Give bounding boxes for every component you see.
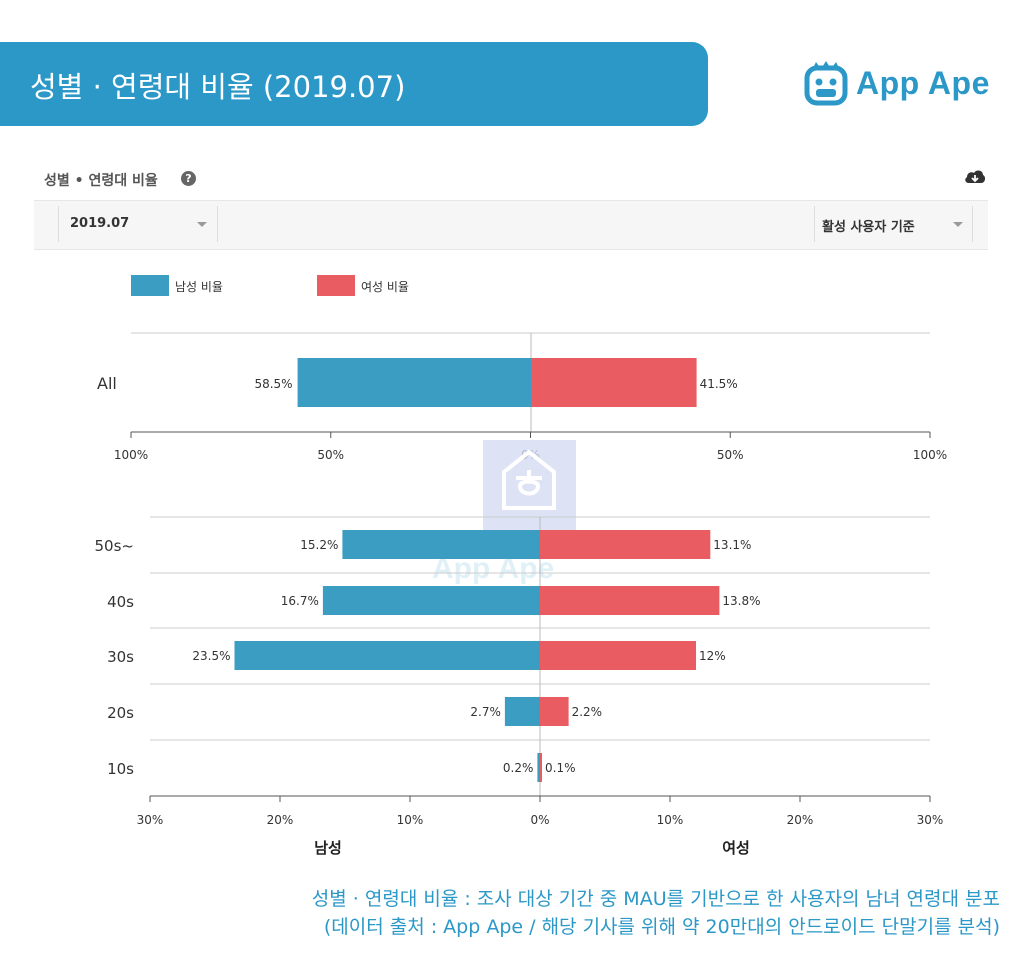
app-ape-logo-icon	[804, 61, 848, 106]
male-data-label: 2.7%	[470, 705, 501, 719]
male-data-label: 15.2%	[300, 538, 338, 552]
app-ape-logo: App Ape	[804, 55, 990, 111]
male-data-label: 58.5%	[254, 377, 292, 391]
x-tick-label: 100%	[913, 448, 947, 462]
x-tick-label: 10%	[397, 813, 424, 827]
divider	[217, 206, 218, 242]
female-data-label: 2.2%	[572, 705, 603, 719]
x-tick-label: 50%	[317, 448, 344, 462]
female-bar	[540, 586, 720, 615]
chevron-down-icon[interactable]	[953, 222, 963, 227]
x-tick-label: 20%	[787, 813, 814, 827]
divider	[814, 206, 815, 242]
category-label: 30s	[107, 648, 134, 666]
basis-select[interactable]: 활성 사용자 기준	[822, 220, 915, 235]
male-bar	[234, 641, 540, 670]
legend-label: 여성 비율	[361, 280, 409, 294]
x-label-female: 여성	[722, 839, 750, 857]
home-icon	[502, 449, 556, 510]
section-title: 성별 • 연령대 비율	[44, 173, 158, 189]
female-bar	[531, 358, 697, 407]
title-banner: 성별 · 연령대 비율 (2019.07)	[0, 42, 708, 126]
female-data-label: 13.8%	[722, 594, 760, 608]
filter-bar	[34, 200, 988, 250]
female-data-label: 41.5%	[700, 377, 738, 391]
cloud-download-icon[interactable]	[964, 168, 986, 186]
female-data-label: 13.1%	[713, 538, 751, 552]
period-select[interactable]: 2019.07	[70, 216, 130, 231]
legend-swatch	[131, 275, 169, 296]
x-tick-label: 10%	[657, 813, 684, 827]
female-bar	[540, 530, 711, 559]
legend-label: 남성 비율	[175, 280, 223, 294]
female-bar	[540, 753, 542, 782]
logo-text: App Ape	[856, 64, 990, 101]
female-data-label: 12%	[699, 649, 726, 663]
x-tick-label: 100%	[114, 448, 148, 462]
male-bar	[342, 530, 540, 559]
category-label: 40s	[107, 593, 134, 611]
male-data-label: 23.5%	[192, 649, 230, 663]
male-bar	[322, 586, 540, 615]
x-tick-label: 30%	[137, 813, 164, 827]
caption-line-2: (데이터 출처 : App Ape / 해당 기사를 위해 약 20만대의 안드…	[323, 916, 1000, 938]
x-tick-label: 20%	[267, 813, 294, 827]
male-bar	[537, 753, 540, 782]
x-tick-label: 30%	[917, 813, 944, 827]
divider	[972, 206, 973, 242]
category-label: 50s~	[95, 537, 134, 555]
x-tick-label: 50%	[717, 448, 744, 462]
x-tick-label: 0%	[530, 813, 549, 827]
question-circle-icon[interactable]: ?	[181, 171, 196, 186]
caption-line-1: 성별 · 연령대 비율 : 조사 대상 기간 중 MAU를 기반으로 한 사용자…	[311, 888, 1000, 910]
category-label: 20s	[107, 704, 134, 722]
category-label: All	[97, 374, 117, 393]
x-label-male: 남성	[314, 839, 342, 857]
female-bar	[540, 697, 569, 726]
category-label: 10s	[107, 760, 134, 778]
male-data-label: 16.7%	[281, 594, 319, 608]
female-data-label: 0.1%	[545, 761, 576, 775]
divider	[58, 206, 59, 242]
male-bar	[504, 697, 540, 726]
chevron-down-icon[interactable]	[197, 222, 207, 227]
male-data-label: 0.2%	[503, 761, 534, 775]
male-bar	[297, 358, 531, 407]
legend-swatch	[317, 275, 355, 296]
banner-title: 성별 · 연령대 비율 (2019.07)	[30, 70, 406, 104]
female-bar	[540, 641, 696, 670]
